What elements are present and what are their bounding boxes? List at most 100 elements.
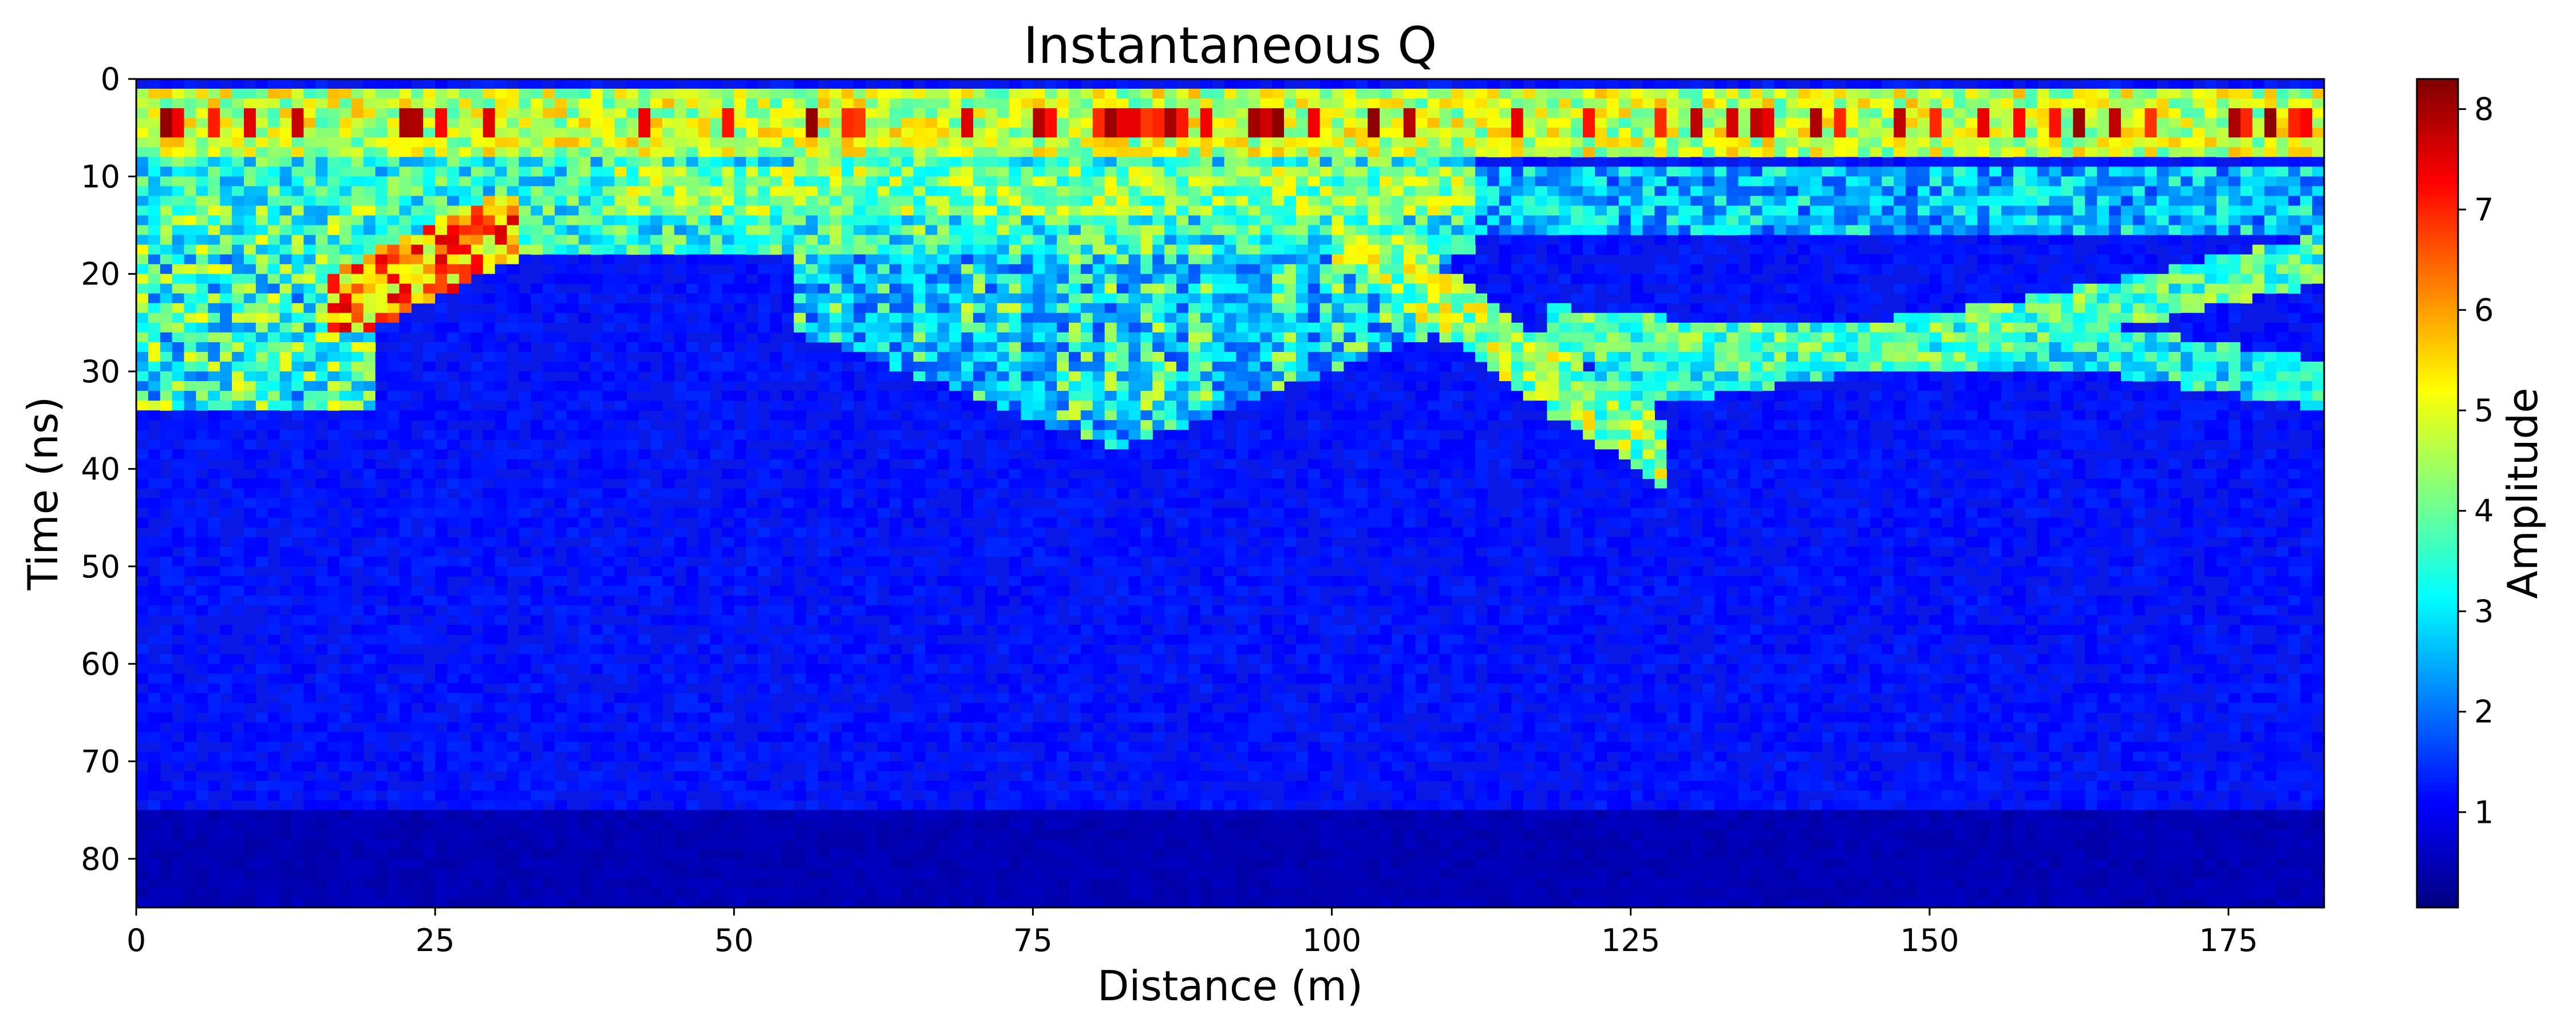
heatmap-cell	[459, 566, 472, 577]
heatmap-cell	[949, 420, 962, 430]
heatmap-cell	[375, 410, 388, 421]
heatmap-cell	[160, 283, 173, 294]
heatmap-cell	[854, 274, 866, 284]
heatmap-cell	[136, 546, 149, 557]
heatmap-cell	[710, 781, 722, 791]
heatmap-cell	[435, 332, 448, 343]
heatmap-cell	[435, 732, 448, 742]
heatmap-cell	[495, 128, 508, 138]
heatmap-cell	[841, 157, 854, 167]
heatmap-cell	[829, 790, 842, 801]
heatmap-cell	[148, 635, 161, 645]
heatmap-cell	[614, 858, 627, 869]
heatmap-cell	[495, 352, 508, 362]
heatmap-cell	[208, 430, 220, 440]
heatmap-cell	[626, 664, 639, 674]
heatmap-cell	[208, 469, 220, 479]
heatmap-cell	[411, 615, 424, 625]
heatmap-cell	[435, 546, 448, 557]
heatmap-cell	[722, 274, 734, 284]
heatmap-cell	[136, 819, 149, 830]
heatmap-cell	[805, 585, 819, 596]
heatmap-cell	[315, 712, 328, 723]
heatmap-cell	[913, 215, 926, 226]
heatmap-cell	[148, 215, 161, 226]
heatmap-cell	[255, 790, 268, 801]
heatmap-cell	[279, 128, 293, 138]
heatmap-cell	[291, 693, 304, 703]
heatmap-cell	[973, 264, 986, 275]
heatmap-cell	[626, 176, 639, 187]
heatmap-cell	[638, 459, 651, 469]
heatmap-cell	[351, 98, 364, 109]
heatmap-cell	[650, 771, 663, 782]
heatmap-cell	[172, 868, 185, 879]
heatmap-cell	[136, 664, 149, 674]
heatmap-cell	[961, 898, 974, 908]
heatmap-cell	[566, 898, 579, 908]
heatmap-cell	[686, 79, 699, 89]
heatmap-cell	[889, 595, 902, 606]
heatmap-cell	[602, 430, 615, 440]
heatmap-cell	[638, 98, 651, 109]
heatmap-cell	[351, 819, 364, 830]
heatmap-cell	[734, 654, 746, 664]
heatmap-cell	[650, 274, 663, 284]
heatmap-cell	[495, 556, 508, 567]
heatmap-cell	[638, 742, 651, 752]
heatmap-cell	[973, 215, 986, 226]
heatmap-cell	[937, 157, 950, 167]
heatmap-cell	[507, 128, 519, 138]
heatmap-cell	[889, 615, 902, 625]
heatmap-cell	[961, 849, 974, 859]
heatmap-cell	[244, 362, 256, 372]
heatmap-cell	[447, 839, 460, 850]
heatmap-cell	[710, 147, 722, 157]
heatmap-cell	[746, 556, 758, 567]
heatmap-cell	[459, 654, 472, 664]
heatmap-cell	[769, 186, 783, 196]
heatmap-cell	[662, 79, 675, 89]
heatmap-cell	[495, 703, 508, 713]
heatmap-cell	[877, 810, 890, 821]
heatmap-cell	[531, 693, 543, 703]
heatmap-cell	[160, 625, 173, 635]
heatmap-cell	[758, 362, 771, 372]
heatmap-cell	[961, 478, 974, 489]
heatmap-cell	[184, 391, 196, 401]
heatmap-cell	[339, 566, 352, 577]
heatmap-cell	[590, 235, 603, 245]
heatmap-cell	[555, 781, 567, 791]
heatmap-cell	[279, 293, 293, 304]
heatmap-cell	[973, 761, 986, 772]
heatmap-cell	[793, 546, 807, 557]
heatmap-cell	[638, 556, 651, 567]
heatmap-cell	[208, 781, 220, 791]
heatmap-cell	[244, 147, 256, 157]
heatmap-cell	[375, 556, 388, 567]
heatmap-cell	[555, 225, 567, 236]
heatmap-cell	[793, 517, 807, 528]
heatmap-cell	[817, 898, 830, 908]
heatmap-cell	[423, 781, 436, 791]
heatmap-cell	[232, 235, 244, 245]
heatmap-cell	[483, 293, 496, 304]
heatmap-cell	[686, 401, 699, 411]
heatmap-cell	[626, 449, 639, 459]
heatmap-cell	[889, 732, 902, 742]
heatmap-cell	[423, 293, 436, 304]
heatmap-cell	[555, 205, 567, 216]
heatmap-cell	[507, 819, 519, 830]
heatmap-cell	[698, 888, 711, 898]
heatmap-cell	[793, 595, 807, 606]
heatmap-cell	[447, 898, 460, 908]
heatmap-cell	[363, 664, 376, 674]
heatmap-cell	[722, 508, 734, 518]
heatmap-cell	[435, 283, 448, 294]
heatmap-cell	[674, 605, 687, 616]
heatmap-cell	[769, 595, 783, 606]
heatmap-cell	[507, 459, 519, 469]
heatmap-cell	[543, 274, 555, 284]
heatmap-cell	[949, 283, 962, 294]
heatmap-cell	[267, 888, 280, 898]
